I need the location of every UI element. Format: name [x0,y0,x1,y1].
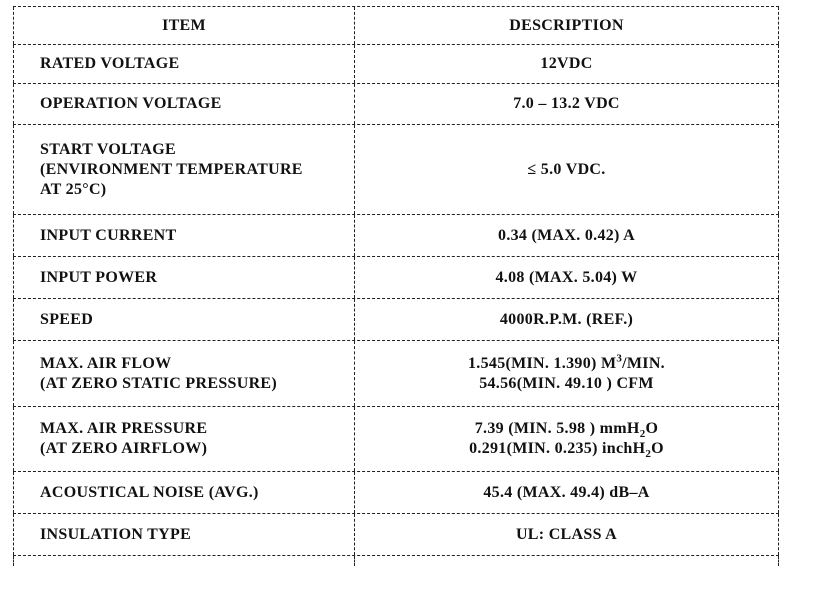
description-text: 7.39 (MIN. 5.98 ) mmH2O 0.291(MIN. 0.235… [469,419,664,461]
description-text: 4000R.P.M. (REF.) [499,310,634,328]
airflow-line-1: 1.545(MIN. 1.390) M3/MIN. [468,352,665,374]
table-row: ACOUSTICAL NOISE (AVG.) 45.4 (MAX. 49.4)… [13,471,779,513]
pressure-line-2: 0.291(MIN. 0.235) inchH2O [469,439,664,461]
description-text: 1.545(MIN. 1.390) M3/MIN. 54.56(MIN. 49.… [468,352,665,394]
description-cell: ≤ 5.0 VDC. [355,125,779,214]
item-cell: INPUT POWER [13,257,355,298]
subscript-2: 2 [639,428,646,441]
superscript-3: 3 [616,352,623,365]
table-row: INSULATION TYPE UL: CLASS A [13,513,779,555]
header-description-label: DESCRIPTION [509,16,624,34]
table-row: MAX. AIR PRESSURE (AT ZERO AIRFLOW) 7.39… [13,406,779,471]
header-item: ITEM [13,7,355,44]
description-text: 0.34 (MAX. 0.42) A [498,226,635,244]
item-cell: INPUT CURRENT [13,215,355,256]
pressure-line-1: 7.39 (MIN. 5.98 ) mmH2O [469,419,664,441]
airflow-value-m3: 1.545(MIN. 1.390) M [468,354,617,372]
item-text: START VOLTAGE (ENVIRONMENT TEMPERATURE A… [40,140,303,198]
item-cell: OPERATION VOLTAGE [13,84,355,124]
table-header-row: ITEM DESCRIPTION [13,6,779,44]
spec-table: ITEM DESCRIPTION RATED VOLTAGE 12VDC OPE… [13,6,779,566]
item-cell: MAX. AIR PRESSURE (AT ZERO AIRFLOW) [13,407,355,471]
description-cell: 45.4 (MAX. 49.4) dB–A [355,472,779,513]
description-cell: 7.39 (MIN. 5.98 ) mmH2O 0.291(MIN. 0.235… [355,407,779,471]
description-cell: UL: CLASS A [355,514,779,555]
description-text: 45.4 (MAX. 49.4) dB–A [483,483,650,501]
item-text: SPEED [40,310,94,328]
airflow-line-2: 54.56(MIN. 49.10 ) CFM [479,374,654,392]
description-cell: 4000R.P.M. (REF.) [355,299,779,340]
item-text: OPERATION VOLTAGE [40,95,222,112]
table-row: RATED VOLTAGE 12VDC [13,44,779,83]
bottom-stub-right [355,556,779,566]
description-text: 7.0 – 13.2 VDC [513,95,620,112]
pressure-value-mm: 7.39 (MIN. 5.98 ) mmH [474,420,640,437]
description-cell: 1.545(MIN. 1.390) M3/MIN. 54.56(MIN. 49.… [355,341,779,406]
description-text: 12VDC [540,55,593,72]
item-text: ACOUSTICAL NOISE (AVG.) [40,483,259,501]
header-description: DESCRIPTION [355,7,779,44]
description-cell: 4.08 (MAX. 5.04) W [355,257,779,298]
table-row: START VOLTAGE (ENVIRONMENT TEMPERATURE A… [13,124,779,214]
item-text: MAX. AIR FLOW (AT ZERO STATIC PRESSURE) [40,354,278,392]
table-bottom-rule [13,555,779,566]
pressure-unit-inch: O [651,440,664,457]
item-text: INSULATION TYPE [40,525,192,543]
item-text: INPUT POWER [40,268,158,286]
item-text: MAX. AIR PRESSURE (AT ZERO AIRFLOW) [40,420,208,457]
table-row: MAX. AIR FLOW (AT ZERO STATIC PRESSURE) … [13,340,779,406]
airflow-unit: /MIN. [622,354,665,372]
item-cell: RATED VOLTAGE [13,45,355,83]
bottom-stub-left [13,556,355,566]
description-text: UL: CLASS A [515,525,618,543]
item-cell: INSULATION TYPE [13,514,355,555]
header-item-label: ITEM [162,16,206,34]
item-cell: ACOUSTICAL NOISE (AVG.) [13,472,355,513]
description-text: ≤ 5.0 VDC. [527,160,606,178]
description-text: 4.08 (MAX. 5.04) W [495,268,638,286]
pressure-value-inch: 0.291(MIN. 0.235) inchH [469,440,646,457]
pressure-unit-mm: O [645,420,659,437]
subscript-2: 2 [645,448,652,461]
table-row: INPUT POWER 4.08 (MAX. 5.04) W [13,256,779,298]
description-cell: 12VDC [355,45,779,83]
table-row: SPEED 4000R.P.M. (REF.) [13,298,779,340]
item-cell: START VOLTAGE (ENVIRONMENT TEMPERATURE A… [13,125,355,214]
item-text: INPUT CURRENT [40,226,177,244]
item-cell: SPEED [13,299,355,340]
description-cell: 0.34 (MAX. 0.42) A [355,215,779,256]
table-row: OPERATION VOLTAGE 7.0 – 13.2 VDC [13,83,779,124]
item-text: RATED VOLTAGE [40,55,180,72]
item-cell: MAX. AIR FLOW (AT ZERO STATIC PRESSURE) [13,341,355,406]
table-row: INPUT CURRENT 0.34 (MAX. 0.42) A [13,214,779,256]
description-cell: 7.0 – 13.2 VDC [355,84,779,124]
